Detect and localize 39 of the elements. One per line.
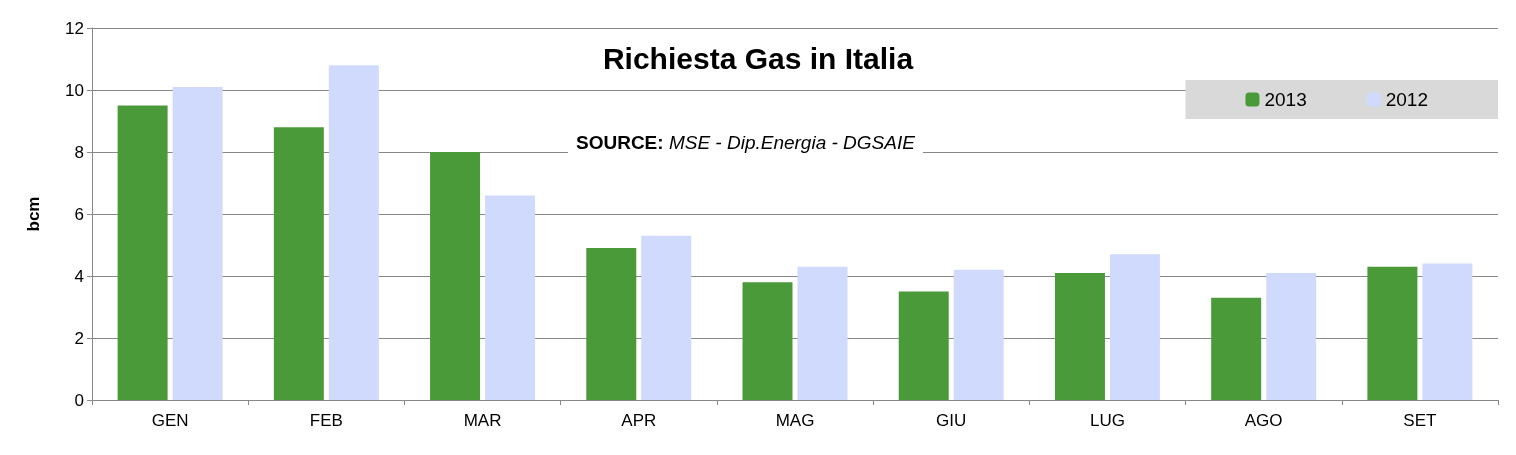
legend-label: 2012 xyxy=(1385,89,1429,110)
x-tick-label: FEB xyxy=(309,411,343,430)
bar xyxy=(586,248,637,400)
chart-title: Richiesta Gas in Italia xyxy=(602,41,914,75)
bar xyxy=(797,266,848,400)
y-tick-label: 2 xyxy=(74,328,84,348)
y-tick-label: 8 xyxy=(74,142,84,162)
x-tick-label: LUG xyxy=(1089,411,1125,430)
y-tick-label: 6 xyxy=(74,204,84,224)
x-tick-label: APR xyxy=(621,411,657,430)
bar xyxy=(430,152,481,400)
y-tick-label: 4 xyxy=(74,266,84,286)
bar xyxy=(117,105,168,400)
x-tick-label: AGO xyxy=(1244,411,1283,430)
bar xyxy=(898,291,949,400)
x-tick-label: GEN xyxy=(151,411,189,430)
legend-label: 2013 xyxy=(1264,89,1307,110)
x-tick-label: SET xyxy=(1403,411,1437,430)
bar xyxy=(328,65,379,400)
bar xyxy=(485,195,536,400)
bar xyxy=(273,127,324,400)
bar xyxy=(641,235,692,400)
bar xyxy=(1266,272,1317,400)
x-tick-label: MAR xyxy=(463,411,502,430)
y-axis-title: bcm xyxy=(24,196,43,232)
bar xyxy=(1054,272,1105,400)
x-tick-label: MAG xyxy=(775,411,815,430)
y-tick-label: 10 xyxy=(65,80,84,100)
bar xyxy=(1367,266,1418,400)
bar xyxy=(172,86,223,400)
annotation: SOURCE: MSE - Dip.Energia - DGSAIE xyxy=(576,132,916,153)
bar xyxy=(742,282,793,400)
y-tick-label: 0 xyxy=(74,390,84,410)
bar xyxy=(1211,297,1262,400)
x-tick-label: GIU xyxy=(936,411,967,430)
bar xyxy=(953,269,1004,400)
bar xyxy=(1422,263,1473,400)
y-tick-label: 12 xyxy=(65,18,84,38)
bar xyxy=(1109,254,1160,400)
